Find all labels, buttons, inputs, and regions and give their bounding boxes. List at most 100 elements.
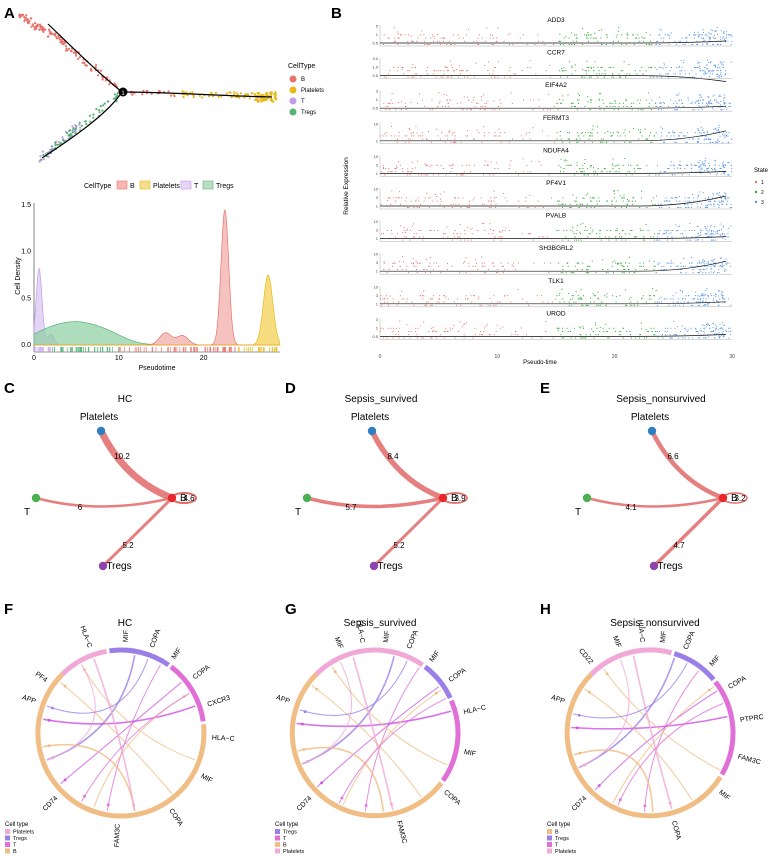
expression-dot <box>653 295 655 297</box>
expression-dot <box>481 99 483 101</box>
expression-dot <box>398 331 400 332</box>
expression-dot <box>380 203 382 205</box>
expression-dot <box>586 34 588 36</box>
expression-dot <box>396 167 398 168</box>
expression-dot <box>718 67 720 69</box>
expression-dot <box>657 164 658 166</box>
chord-sector-platelets <box>589 647 673 677</box>
expression-dot <box>673 135 675 137</box>
expression-dot <box>476 40 478 42</box>
expression-dot <box>659 102 661 104</box>
expression-dot <box>571 73 573 75</box>
expression-dot <box>719 62 721 64</box>
expression-dot <box>717 272 718 274</box>
expression-dot <box>711 102 712 104</box>
trajectory-cell <box>92 116 95 119</box>
expression-dot <box>433 70 435 72</box>
expression-dot <box>670 67 672 68</box>
expression-dot <box>684 73 686 75</box>
expression-dot <box>447 298 449 300</box>
edge-platelets-b-weight: 10.2 <box>114 452 130 461</box>
expression-dot <box>450 203 452 205</box>
expression-dot <box>432 295 434 297</box>
expression-dot <box>683 301 685 303</box>
expression-dot <box>718 130 719 132</box>
expression-dot <box>707 295 709 297</box>
chord-link-arrowhead <box>83 794 86 798</box>
chord-label: HLA−C <box>212 735 235 743</box>
expression-dot <box>663 298 665 300</box>
expression-dot <box>673 164 675 166</box>
expression-dot <box>464 239 466 241</box>
expression-dot <box>613 109 615 111</box>
trajectory-cell <box>25 14 28 17</box>
expression-dot <box>574 34 576 36</box>
expression-dot <box>615 36 617 38</box>
expression-dot <box>662 337 664 339</box>
expression-dot <box>389 70 391 72</box>
expression-dot <box>716 193 718 195</box>
chord-link-arrowhead <box>320 781 323 785</box>
expression-dot <box>413 265 415 267</box>
expression-dot <box>588 138 590 140</box>
density-legend-tregs: Tregs <box>216 183 234 190</box>
expression-dot <box>466 322 467 324</box>
expression-dot <box>433 40 434 42</box>
expression-dot <box>659 331 660 332</box>
expression-dot <box>670 135 672 137</box>
trajectory-branch-right <box>121 91 273 98</box>
expression-dot <box>620 135 622 137</box>
expression-dot <box>723 135 725 137</box>
expression-dot <box>705 326 707 328</box>
trajectory-cell <box>75 54 78 57</box>
expression-dot <box>707 198 709 200</box>
expression-dot <box>699 160 701 161</box>
expression-dot <box>593 295 595 297</box>
expression-dot <box>698 271 700 273</box>
expression-dot <box>639 131 641 133</box>
expression-dot <box>603 331 605 332</box>
trajectory-branch-lower <box>41 91 123 159</box>
expression-dot <box>676 102 678 104</box>
expression-dot <box>495 207 497 208</box>
expression-dot <box>706 324 708 326</box>
gene-trend-line <box>380 260 727 272</box>
expression-dot <box>439 193 441 195</box>
chord-link <box>573 749 654 813</box>
gene-expression-panel: ADD30.515CCR70.51.03.0EIF4A20.513FERMT31… <box>343 17 769 366</box>
trajectory-cell <box>209 91 213 94</box>
node-tregs-label: Tregs <box>106 561 131 572</box>
expression-dot <box>717 140 719 142</box>
expression-dot <box>707 262 709 264</box>
expression-dot <box>643 40 645 42</box>
expression-dot <box>483 174 484 176</box>
expression-dot <box>509 141 510 143</box>
expression-dot <box>549 65 551 67</box>
expression-dot <box>616 164 618 166</box>
expression-dot <box>658 67 660 68</box>
expression-dot <box>656 304 658 306</box>
expression-dot <box>484 262 486 264</box>
chord-link-arrowhead <box>618 798 622 802</box>
expression-dot <box>393 262 395 264</box>
expression-dot <box>708 302 710 304</box>
expression-dot <box>626 203 628 205</box>
expression-dot <box>447 135 449 137</box>
expression-dot <box>416 233 418 235</box>
expression-dot <box>653 239 655 241</box>
trajectory-cell <box>150 92 153 95</box>
trajectory-cell <box>67 134 70 137</box>
expression-dot <box>675 106 677 107</box>
expression-dot <box>714 265 716 267</box>
expression-dot <box>706 135 708 137</box>
edge-t-b <box>35 496 173 508</box>
expression-dot <box>596 327 598 329</box>
expression-dot <box>432 269 434 270</box>
trajectory-cell <box>229 91 232 94</box>
expression-dot <box>728 174 729 176</box>
expression-dot <box>478 296 480 298</box>
expression-dot <box>585 304 587 306</box>
expression-dot <box>394 40 396 42</box>
expression-dot <box>471 301 473 303</box>
expression-dot <box>576 171 578 173</box>
